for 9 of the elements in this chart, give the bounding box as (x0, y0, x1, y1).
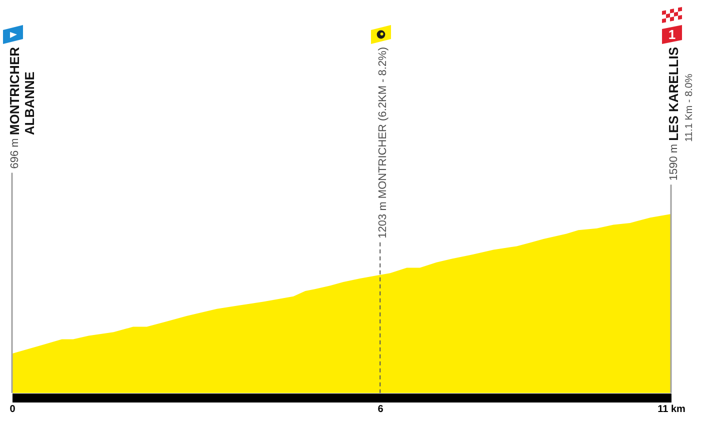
x-tick-label: 11 km (658, 404, 686, 415)
x-tick-label: 6 (378, 404, 384, 415)
text: 11.1 Km - 8.0% (684, 74, 695, 142)
ref-line-label: 1590 m (668, 144, 680, 181)
text: MONTRICHER ALBANNE (7, 46, 37, 136)
ref-line-label: 696 m (9, 138, 21, 169)
ref-line-label: 1203 m MONTRICHER (6.2KM - 8.2%) (377, 46, 390, 238)
x-tick-label: 0 (10, 404, 16, 415)
text: LES KARELLIS (666, 46, 681, 141)
